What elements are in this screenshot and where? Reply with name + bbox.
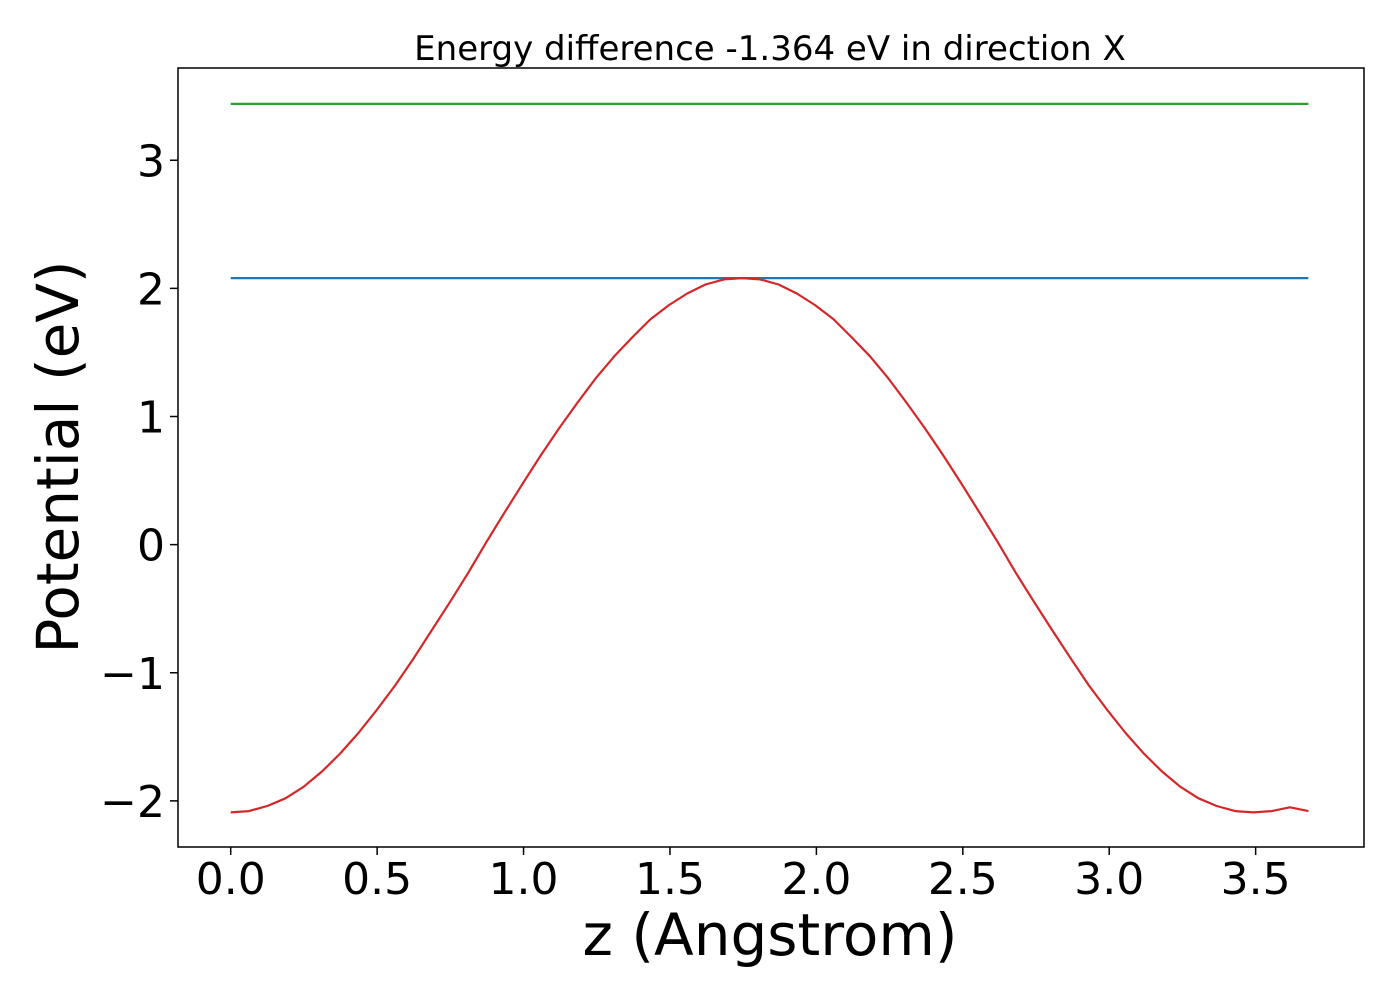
plot-area-frame [177,67,1365,848]
y-tick-label: 0 [137,521,165,572]
x-tick-label: 1.5 [635,854,705,905]
y-tick-label: −2 [100,777,165,828]
series-layer [230,102,1309,814]
y-tick-label: −1 [100,649,165,700]
chart-title: Energy difference -1.364 eV in direction… [414,29,1126,69]
y-tick-label: 1 [137,393,165,444]
x-tick-label: 0.5 [342,854,412,905]
x-tick-label: 3.0 [1074,854,1144,905]
red-potential-curve [230,277,1309,814]
x-tick-label: 2.5 [928,854,998,905]
x-tick-label: 3.5 [1221,854,1291,905]
y-tick-label: 3 [137,136,165,187]
y-axis-ticks: −2 −1 0 1 2 3 [100,136,178,828]
x-axis-label: z (Angstrom) [583,901,958,969]
y-tick-label: 2 [137,264,165,315]
x-tick-label: 0.0 [196,854,266,905]
x-tick-label: 1.0 [489,854,559,905]
x-tick-label: 2.0 [781,854,851,905]
x-axis-ticks: 0.0 0.5 1.0 1.5 2.0 2.5 3.0 3.5 [196,847,1291,905]
y-axis-label: Potential (eV) [24,260,92,653]
